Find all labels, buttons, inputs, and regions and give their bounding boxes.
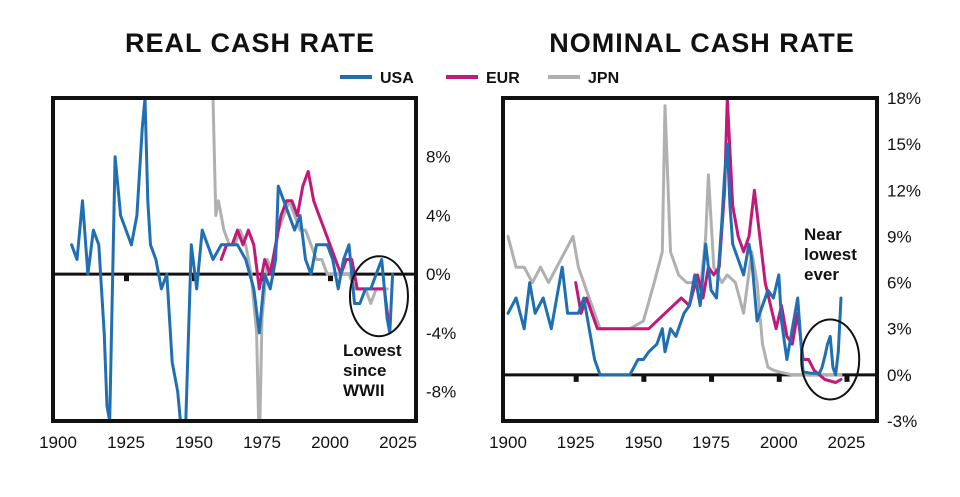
y-tick-label-real: 0% [426, 265, 451, 284]
annotation-real: Lowest since WWII [343, 341, 402, 400]
annotation-nominal-line-2: lowest [804, 245, 857, 264]
x-tick-label-nominal: 1900 [489, 433, 527, 452]
highlight-circle-nominal [800, 318, 861, 401]
real-cash-rate-plot: 1900 1925 1950 1975 2000 2025 8% 4% 0% -4% -8% [39, 96, 456, 452]
x-tick-label-real: 1925 [107, 433, 145, 452]
x-tick-label-nominal: 1925 [557, 433, 595, 452]
zero-tick-real [124, 274, 129, 282]
series-line-jpn-nominal [506, 104, 843, 377]
zero-tick-nominal [641, 374, 647, 382]
series-line-usa-nominal [506, 142, 843, 377]
y-tick-label-real: -8% [426, 383, 456, 402]
x-tick-label-nominal: 2025 [828, 433, 866, 452]
y-tick-label-nominal: 12% [887, 181, 921, 200]
chart-title-real: REAL CASH RATE [125, 28, 375, 58]
annotation-nominal-line-1: Near [804, 225, 842, 244]
x-tick-label-nominal: 1975 [692, 433, 730, 452]
y-tick-label-nominal: 0% [887, 366, 912, 385]
y-tick-label-nominal: 3% [887, 320, 912, 339]
highlight-circle-real [348, 255, 409, 338]
annotation-real-line-3: WWII [343, 381, 385, 400]
y-tick-label-nominal: -3% [887, 412, 917, 431]
x-tick-label-real: 1900 [39, 433, 77, 452]
annotation-real-line-1: Lowest [343, 341, 402, 360]
zero-tick-nominal [776, 374, 782, 382]
zero-tick-real [328, 274, 333, 282]
legend-label-eur: EUR [486, 70, 520, 87]
zero-tick-nominal [573, 374, 579, 382]
plot-frame-nominal [501, 96, 879, 423]
chart-title-nominal: NOMINAL CASH RATE [549, 28, 855, 58]
y-tick-label-real: 4% [426, 206, 451, 225]
x-tick-label-nominal: 1950 [624, 433, 662, 452]
x-tick-label-real: 2025 [379, 433, 417, 452]
plot-frame-real [51, 96, 418, 423]
series-line-usa-real [70, 98, 395, 421]
zero-tick-nominal [709, 374, 715, 382]
x-tick-label-real: 2000 [311, 433, 349, 452]
legend-label-jpn: JPN [588, 70, 619, 87]
y-tick-label-real: 8% [426, 148, 451, 167]
x-tick-label-nominal: 2000 [760, 433, 798, 452]
x-tick-label-real: 1975 [243, 433, 281, 452]
annotation-real-line-2: since [343, 361, 386, 380]
y-tick-label-nominal: 15% [887, 135, 921, 154]
zero-tick-nominal [844, 374, 850, 382]
legend: USA EUR JPN [340, 70, 619, 87]
annotation-nominal: Near lowest ever [804, 225, 857, 284]
annotation-nominal-line-3: ever [804, 265, 839, 284]
series-line-eur-real [219, 169, 392, 335]
y-tick-label-nominal: 18% [887, 89, 921, 108]
y-tick-label-real: -4% [426, 324, 456, 343]
legend-label-usa: USA [380, 70, 414, 87]
y-tick-label-nominal: 6% [887, 274, 912, 293]
x-tick-label-real: 1950 [175, 433, 213, 452]
nominal-cash-rate-plot: 1900 1925 1950 1975 2000 2025 18% 15% 12% 9% 6% 3% 0… [489, 89, 921, 452]
y-tick-label-nominal: 9% [887, 227, 912, 246]
